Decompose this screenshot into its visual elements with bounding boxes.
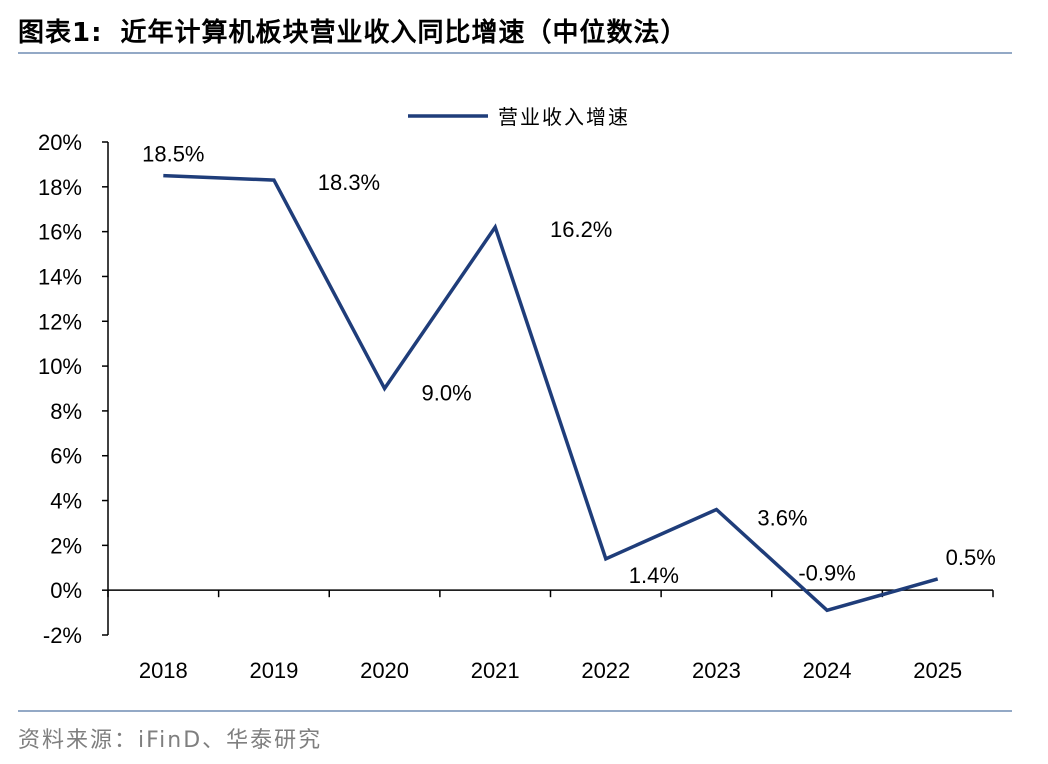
x-tick-label: 2019 [249, 658, 298, 683]
legend-label: 营业收入增速 [498, 105, 630, 129]
y-tick-label: 16% [38, 220, 82, 245]
data-label: 1.4% [629, 563, 679, 588]
x-axis: 2018 2019 2020 2021 2022 2023 2024 2025 [107, 589, 994, 683]
y-tick-label: 4% [50, 489, 82, 514]
data-label: 3.6% [757, 506, 807, 531]
data-label: 9.0% [421, 381, 471, 406]
x-tick-label: 2024 [803, 658, 852, 683]
x-tick-label: 2023 [692, 658, 741, 683]
x-tick-label: 2022 [581, 658, 630, 683]
y-tick-label: 14% [38, 264, 82, 289]
y-tick-label: 6% [50, 444, 82, 469]
y-tick-label: 12% [38, 309, 82, 334]
figure-label: 图表1: [18, 18, 103, 48]
data-label: 16.2% [550, 217, 612, 242]
data-label: 0.5% [946, 545, 996, 570]
data-label: 18.3% [318, 170, 380, 195]
x-tick-label: 2021 [471, 658, 520, 683]
bottom-divider [18, 710, 1012, 712]
x-tick-label: 2018 [139, 658, 188, 683]
y-axis: -2% 0% 2% 4% 6% 8% 10% 12% 14% 16% 18% 20% [38, 130, 109, 648]
y-tick-label: 10% [38, 354, 82, 379]
data-label: 18.5% [142, 142, 204, 167]
y-tick-label: -2% [43, 623, 82, 648]
series-line [163, 173, 939, 613]
data-label: -0.9% [798, 560, 855, 585]
y-tick-label: 8% [50, 399, 82, 424]
y-tick-label: 18% [38, 175, 82, 200]
plot-area: 18.5% 18.3% 9.0% 16.2% 1.4% 3.6% -0.9% 0.5% [142, 142, 996, 613]
y-tick-label: 20% [38, 130, 82, 155]
top-divider [18, 52, 1012, 54]
legend: 营业收入增速 [408, 105, 630, 129]
source-note: 资料来源：iFinD、华泰研究 [18, 728, 323, 753]
chart-title: 图表1: 近年计算机板块营业收入同比增速（中位数法） [18, 12, 688, 49]
x-tick-label: 2020 [360, 658, 409, 683]
x-tick-label: 2025 [913, 658, 962, 683]
y-tick-label: 2% [50, 533, 82, 558]
figure-title: 近年计算机板块营业收入同比增速（中位数法） [120, 18, 688, 48]
y-tick-label: 0% [50, 578, 82, 603]
